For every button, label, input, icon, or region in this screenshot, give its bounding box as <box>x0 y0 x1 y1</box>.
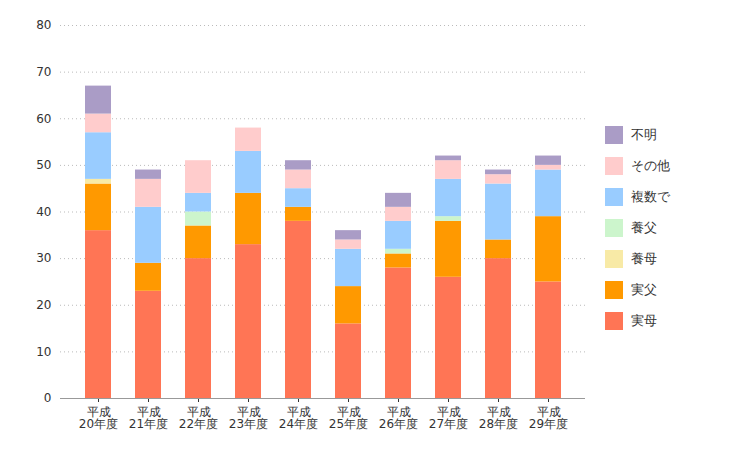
html-text:その他: その他 <box>631 158 670 173</box>
html-text:養父: 養父 <box>631 220 657 235</box>
svg-text:平成20年度: 平成20年度 <box>79 405 118 431</box>
svg-text:平成29年度: 平成29年度 <box>529 405 568 431</box>
svg-text:平成23年度: 平成23年度 <box>229 405 268 431</box>
html-text:不明: 不明 <box>631 127 657 142</box>
svg-text:平成25年度: 平成25年度 <box>329 405 368 431</box>
svg-text:70: 70 <box>36 65 51 79</box>
svg-text:平成22年度: 平成22年度 <box>179 405 218 431</box>
svg-text:10: 10 <box>36 345 51 359</box>
svg-text:平成27年度: 平成27年度 <box>429 405 468 431</box>
svg-text:0: 0 <box>44 391 52 405</box>
svg-text:30: 30 <box>36 251 51 265</box>
svg-text:平成26年度: 平成26年度 <box>379 405 418 431</box>
svg-text:50: 50 <box>36 158 51 172</box>
svg-text:平成21年度: 平成21年度 <box>129 405 168 431</box>
svg-text:20: 20 <box>36 298 51 312</box>
html-text:複数で: 複数で <box>631 189 670 204</box>
svg-text:40: 40 <box>36 205 51 219</box>
svg-text:平成24年度: 平成24年度 <box>279 405 318 431</box>
html-text:実父: 実父 <box>631 282 657 297</box>
svg-text:平成28年度: 平成28年度 <box>479 405 518 431</box>
svg-text:80: 80 <box>36 18 51 32</box>
html-text:養母: 養母 <box>631 251 657 266</box>
html-text:実母: 実母 <box>631 313 657 328</box>
svg-text:60: 60 <box>36 112 51 126</box>
